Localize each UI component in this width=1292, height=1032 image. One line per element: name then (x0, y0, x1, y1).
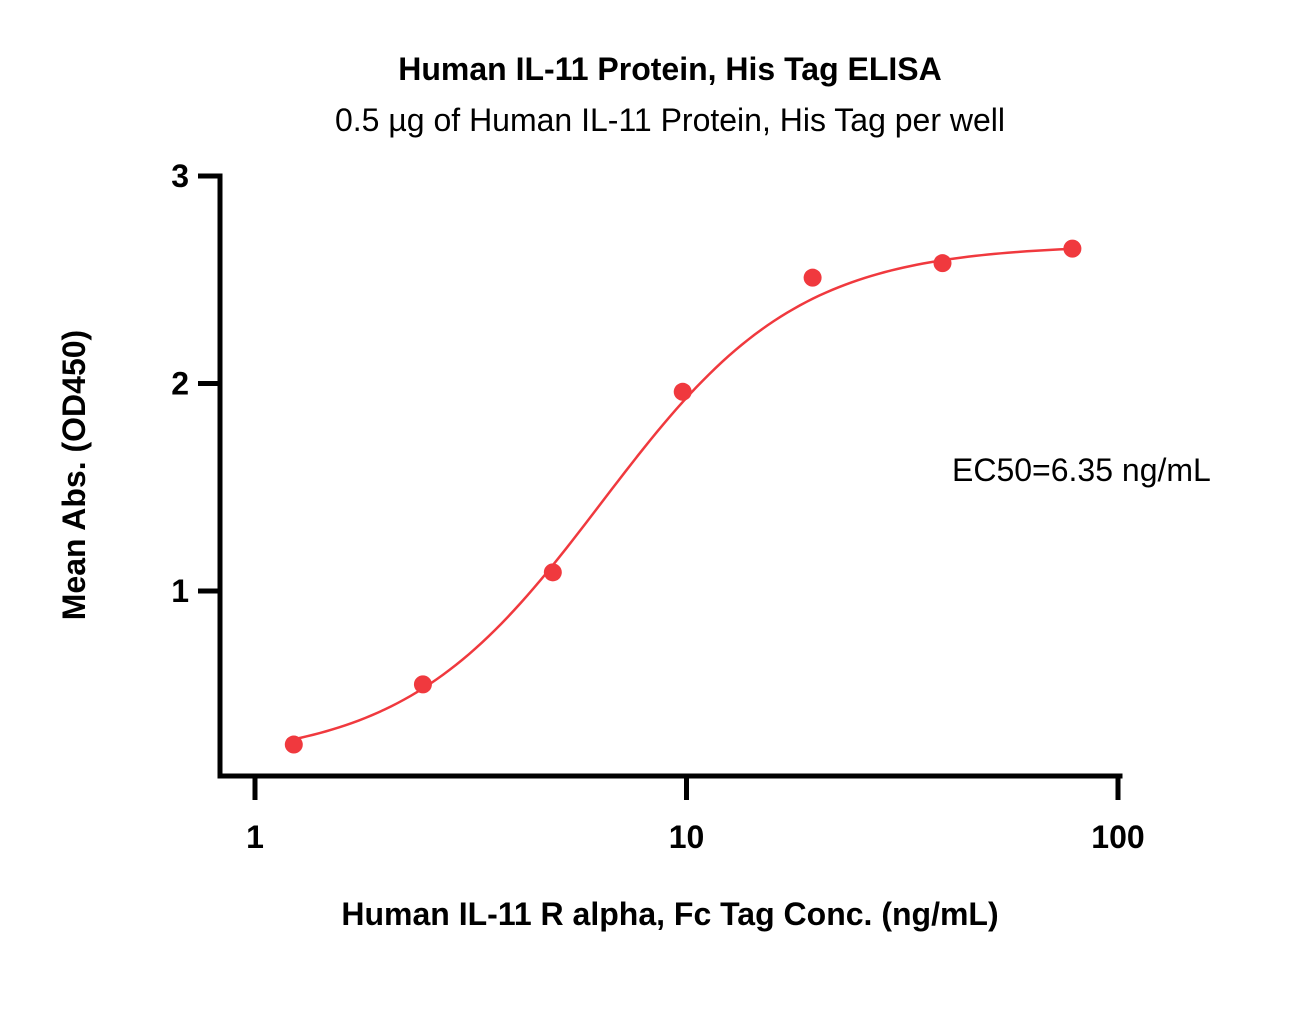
y-axis-label: Mean Abs. (OD450) (56, 330, 92, 620)
data-point (673, 382, 692, 401)
x-axis-label: Human IL-11 R alpha, Fc Tag Conc. (ng/mL… (341, 896, 998, 932)
y-tick-label: 1 (171, 573, 189, 609)
ec50-annotation: EC50=6.35 ng/mL (952, 452, 1211, 488)
x-tick-label: 1 (246, 819, 264, 855)
data-point (543, 563, 562, 582)
y-tick-label: 3 (171, 158, 189, 194)
data-point (1063, 239, 1082, 258)
y-tick-label: 2 (171, 366, 189, 402)
fit-curve (293, 247, 1073, 741)
data-points-layer (284, 239, 1082, 754)
x-tick-label: 10 (669, 819, 705, 855)
axes: 1 2 3 1 10 100 (171, 158, 1144, 855)
x-tick-label: 100 (1091, 819, 1144, 855)
data-point (803, 268, 822, 287)
data-point (413, 675, 432, 694)
chart-title: Human IL-11 Protein, His Tag ELISA (398, 51, 942, 87)
chart-subtitle: 0.5 µg of Human IL-11 Protein, His Tag p… (335, 102, 1005, 138)
data-point (284, 735, 303, 754)
data-point (933, 254, 952, 273)
fit-curve-layer (293, 247, 1073, 741)
